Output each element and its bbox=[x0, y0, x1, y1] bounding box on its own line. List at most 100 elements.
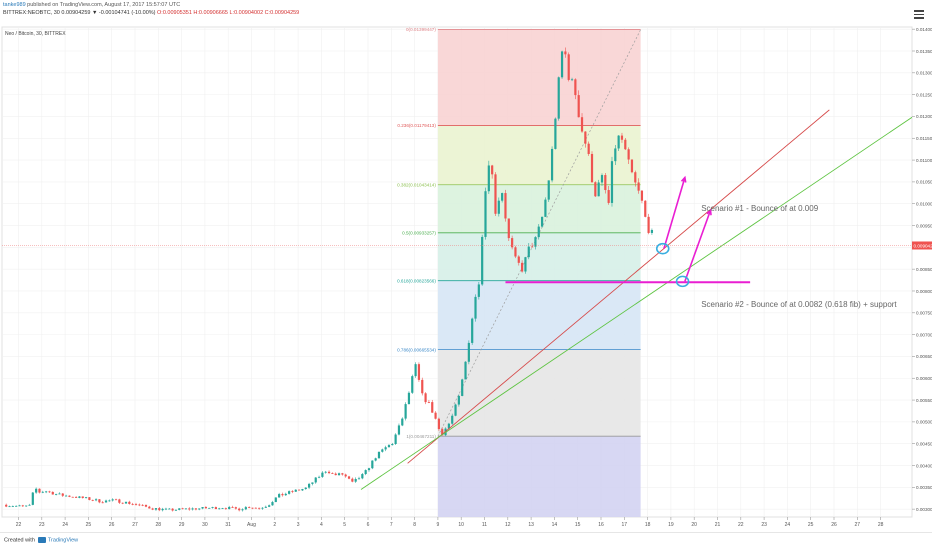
candle-body bbox=[285, 494, 287, 495]
candle-body bbox=[125, 502, 127, 504]
candle-body bbox=[261, 508, 263, 509]
x-tick-label: 27 bbox=[132, 522, 138, 528]
candle-body bbox=[395, 435, 397, 444]
candle-body bbox=[524, 257, 526, 271]
y-tick-label: 0.01250000 bbox=[916, 92, 932, 97]
candle-body bbox=[48, 491, 50, 492]
candle-body bbox=[152, 508, 154, 509]
candle-body bbox=[494, 174, 496, 213]
x-tick-label: 22 bbox=[738, 522, 744, 528]
candle-body bbox=[538, 227, 540, 238]
candle-body bbox=[578, 95, 580, 117]
candle-body bbox=[138, 505, 140, 506]
y-tick-label: 0.00300000 bbox=[916, 507, 932, 512]
x-tick-label: 16 bbox=[598, 522, 604, 528]
fib-level-label: 0.382(0.01043414) bbox=[397, 183, 436, 188]
x-tick-label: 5 bbox=[343, 522, 346, 528]
candle-body bbox=[468, 343, 470, 362]
candle-body bbox=[301, 489, 303, 490]
candle-body bbox=[518, 257, 520, 263]
candle-body bbox=[541, 217, 543, 227]
candle-body bbox=[365, 470, 367, 474]
candle-body bbox=[241, 509, 243, 510]
fib-zone bbox=[438, 350, 641, 437]
candle-body bbox=[371, 461, 373, 469]
candle-body bbox=[62, 494, 64, 496]
candle-body bbox=[32, 493, 34, 505]
candle-body bbox=[65, 496, 67, 497]
candle-body bbox=[614, 148, 616, 161]
candle-body bbox=[158, 508, 160, 510]
candle-body bbox=[434, 413, 436, 419]
candle-body bbox=[258, 508, 260, 509]
x-tick-label: 19 bbox=[668, 522, 674, 528]
candle-body bbox=[231, 507, 233, 508]
candle-body bbox=[201, 507, 203, 508]
y-tick-label: 0.01350000 bbox=[916, 49, 932, 54]
y-tick-label: 0.01100000 bbox=[916, 158, 932, 163]
candle-body bbox=[388, 445, 390, 447]
candle-body bbox=[594, 182, 596, 196]
candle-body bbox=[591, 154, 593, 182]
candle-body bbox=[22, 505, 24, 506]
candle-body bbox=[82, 496, 84, 498]
candle-body bbox=[181, 508, 183, 509]
candle-body bbox=[108, 500, 110, 501]
candle-body bbox=[398, 425, 400, 434]
candle-body bbox=[331, 473, 333, 474]
x-tick-label: 28 bbox=[156, 522, 162, 528]
candle-body bbox=[271, 502, 273, 505]
candle-body bbox=[255, 508, 257, 509]
x-tick-label: 24 bbox=[785, 522, 791, 528]
candle-body bbox=[588, 144, 590, 154]
fib-level-label: 0.618(0.00823566) bbox=[397, 278, 436, 283]
candle-body bbox=[501, 193, 503, 201]
candle-body bbox=[28, 505, 30, 506]
y-tick-label: 0.00600000 bbox=[916, 376, 932, 381]
candle-body bbox=[338, 473, 340, 475]
candle-body bbox=[341, 473, 343, 474]
candle-body bbox=[191, 508, 193, 509]
x-tick-label: 26 bbox=[831, 522, 837, 528]
candle-body bbox=[318, 477, 320, 478]
candle-body bbox=[315, 478, 317, 483]
candle-body bbox=[644, 201, 646, 217]
x-tick-label: 29 bbox=[179, 522, 185, 528]
fib-level-label: 0(0.01399447) bbox=[406, 27, 436, 32]
candle-body bbox=[175, 510, 177, 511]
candle-body bbox=[251, 508, 253, 509]
x-tick-label: 8 bbox=[413, 522, 416, 528]
scenario-2-note: Scenario #2 - Bounce of at 0.0082 (0.618… bbox=[701, 300, 897, 309]
candle-body bbox=[408, 393, 410, 404]
tradingview-link[interactable]: TradingView bbox=[48, 537, 78, 543]
candle-body bbox=[558, 77, 560, 118]
candle-body bbox=[75, 497, 77, 498]
candle-body bbox=[185, 508, 187, 509]
candle-body bbox=[115, 499, 117, 500]
candle-body bbox=[105, 501, 107, 503]
candle-body bbox=[162, 509, 164, 510]
candle-body bbox=[172, 509, 174, 511]
candle-body bbox=[98, 499, 100, 502]
candle-body bbox=[278, 494, 280, 497]
candle-body bbox=[628, 149, 630, 159]
candle-body bbox=[368, 468, 370, 470]
candle-body bbox=[291, 491, 293, 492]
x-tick-label: 28 bbox=[878, 522, 884, 528]
x-tick-label: 20 bbox=[691, 522, 697, 528]
candle-body bbox=[544, 200, 546, 217]
y-tick-label: 0.00750000 bbox=[916, 311, 932, 316]
candle-body bbox=[78, 496, 80, 497]
candle-body bbox=[165, 509, 167, 510]
candle-body bbox=[531, 247, 533, 248]
candle-body bbox=[248, 507, 250, 508]
fib-level-label: 0.236(0.01179413) bbox=[397, 123, 436, 128]
x-tick-label: 30 bbox=[202, 522, 208, 528]
candle-body bbox=[348, 476, 350, 478]
y-tick-label: 0.00950000 bbox=[916, 223, 932, 228]
candle-body bbox=[311, 482, 313, 483]
candle-body bbox=[218, 508, 220, 509]
candle-body bbox=[361, 474, 363, 478]
x-tick-label: 27 bbox=[855, 522, 861, 528]
